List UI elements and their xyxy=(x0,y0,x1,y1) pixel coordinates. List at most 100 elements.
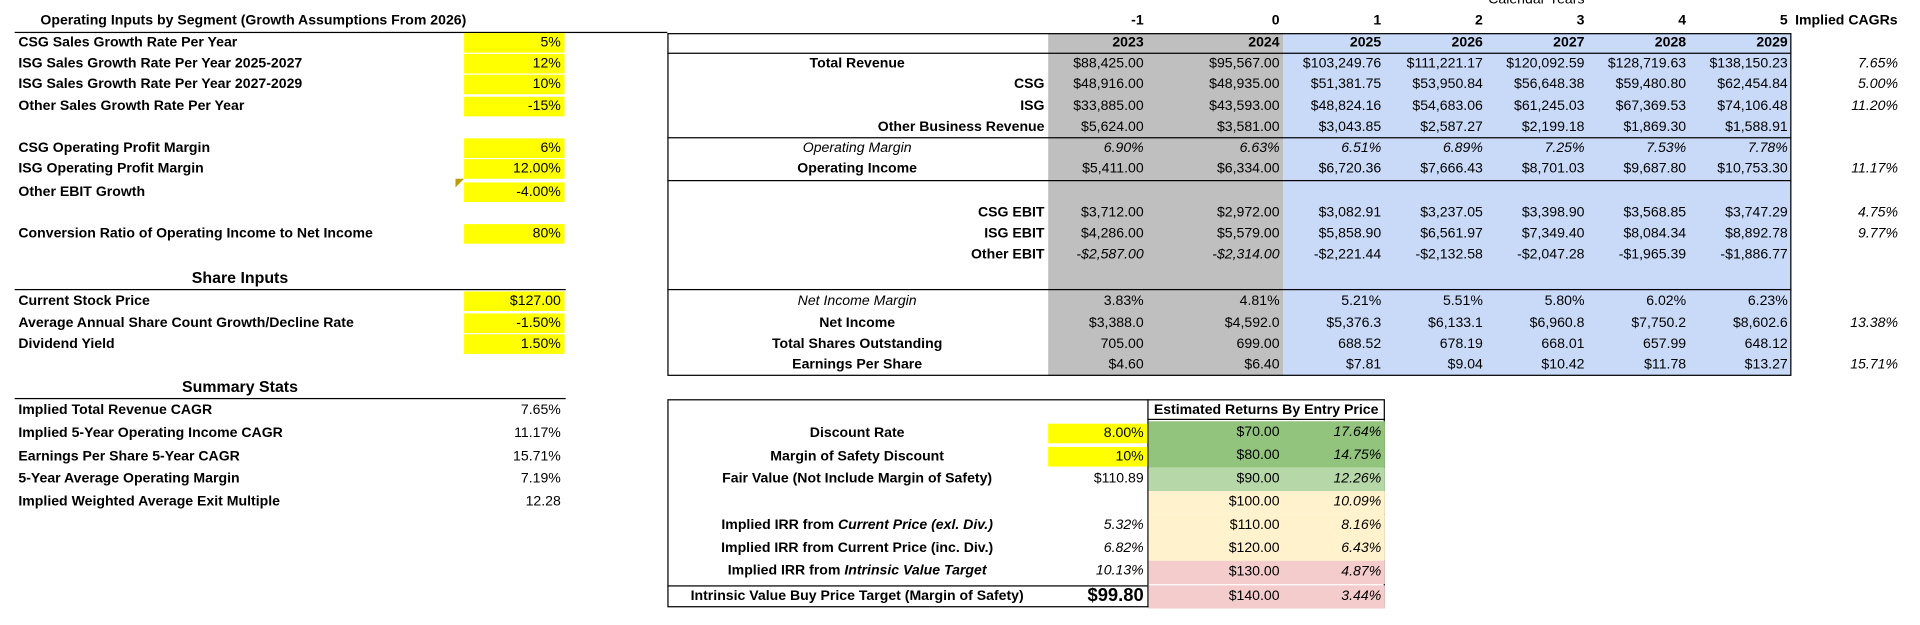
returns-label: Discount Rate xyxy=(667,424,1047,444)
entry-return: 8.16% xyxy=(1341,517,1382,533)
label-part: Implied IRR from xyxy=(727,563,845,578)
cagr-value: 9.77% xyxy=(1858,226,1898,242)
year-header: 2028 xyxy=(1654,35,1687,51)
entry-return: 6.43% xyxy=(1341,541,1382,556)
row-label: ISG xyxy=(1020,99,1045,114)
returns-label: Implied IRR from Current Price (exl. Div… xyxy=(667,516,1047,536)
input-value: -15% xyxy=(464,96,565,117)
entry-return: 12.26% xyxy=(1333,471,1382,487)
label-part: Intrinsic Value Buy Price Target (Margin… xyxy=(690,588,1024,604)
label-part: Fair Value (Not Include Margin of Safety… xyxy=(722,471,993,487)
cell-value: -$2,587.00 xyxy=(1076,247,1144,263)
cell-value: 6.90% xyxy=(1103,140,1144,156)
cell-value: $48,824.16 xyxy=(1310,99,1382,114)
row-label: Other Business Revenue xyxy=(877,120,1045,135)
input-label: Current Stock Price xyxy=(18,293,150,309)
cell-value: $3,398.90 xyxy=(1521,205,1585,221)
row-label: Earnings Per Share xyxy=(792,357,923,373)
cell-value: 7.53% xyxy=(1646,140,1687,156)
comment-marker xyxy=(455,178,465,188)
cell-value: $3,747.29 xyxy=(1725,205,1788,221)
section-title: Share Inputs xyxy=(191,268,289,287)
cell-value: $13.27 xyxy=(1744,357,1788,373)
cell-value: $3,082.91 xyxy=(1318,205,1382,221)
label-part: Intrinsic Value Target xyxy=(844,563,987,578)
cell-value: $3,581.00 xyxy=(1216,120,1280,135)
header-label: Calendar Years xyxy=(1488,0,1585,8)
row-label: CSG EBIT xyxy=(977,205,1045,221)
cell-value: $2,587.27 xyxy=(1420,120,1483,135)
returns-value: $99.80 xyxy=(1087,585,1144,607)
price-fill xyxy=(1148,444,1385,468)
cell-value: 6.89% xyxy=(1442,140,1483,156)
input-value: -1.50% xyxy=(464,313,565,334)
year-offset: 3 xyxy=(1576,13,1585,29)
returns-value: 10.13% xyxy=(1095,563,1144,578)
cell-value: -$1,965.39 xyxy=(1618,247,1687,263)
cell-value: $6,133.1 xyxy=(1428,315,1483,331)
cell-value: $61,245.03 xyxy=(1514,99,1585,114)
input-label: Average Annual Share Count Growth/Declin… xyxy=(18,315,354,331)
row-rule xyxy=(667,180,1792,182)
row-rule xyxy=(667,288,1792,291)
cell-value: 6.23% xyxy=(1747,293,1788,309)
header-label: Implied CAGRs xyxy=(1795,13,1898,29)
cell-value: $9.04 xyxy=(1447,357,1483,373)
price-fill xyxy=(1148,537,1385,561)
cell-value: $103,249.76 xyxy=(1302,56,1382,72)
label-part: Current Price (exl. Div.) xyxy=(837,517,993,533)
year-offset: 5 xyxy=(1779,13,1788,29)
year-offset: 1 xyxy=(1373,13,1382,29)
price-fill xyxy=(1148,491,1385,515)
cell-value: $11.78 xyxy=(1644,357,1687,373)
cell-value: $7,750.2 xyxy=(1631,315,1687,331)
cell-value: $8,701.03 xyxy=(1521,161,1585,177)
cell-value: $6,334.00 xyxy=(1216,161,1280,177)
cell-value: $2,972.00 xyxy=(1216,205,1280,221)
year-offset: 0 xyxy=(1271,13,1280,29)
cell-value: $7,666.43 xyxy=(1420,161,1483,177)
cell-value: 4.81% xyxy=(1239,293,1280,309)
price-fill xyxy=(1148,421,1385,445)
entry-price: $130.00 xyxy=(1228,564,1280,580)
price-fill xyxy=(1148,514,1385,538)
year-header: 2023 xyxy=(1112,35,1144,51)
cell-value: -$2,132.58 xyxy=(1415,247,1483,263)
cell-value: $48,935.00 xyxy=(1209,77,1280,92)
entry-price: $100.00 xyxy=(1228,494,1280,510)
row-label: Total Shares Outstanding xyxy=(771,336,943,352)
row-label: CSG xyxy=(1013,77,1045,92)
year-header: 2026 xyxy=(1451,35,1483,51)
cell-value: $6,720.36 xyxy=(1318,161,1382,177)
input-label: ISG Sales Growth Rate Per Year 2027-2029 xyxy=(18,77,303,92)
cell-value: 678.19 xyxy=(1439,336,1483,352)
price-fill xyxy=(1148,560,1385,585)
cell-value: $2,199.18 xyxy=(1521,120,1585,135)
cell-value: $5,411.00 xyxy=(1082,161,1144,177)
cell-value: $62,454.84 xyxy=(1717,77,1788,92)
section-title: Summary Stats xyxy=(182,377,298,396)
price-fill xyxy=(1148,467,1385,492)
cagr-value: 11.17% xyxy=(1851,161,1898,177)
entry-price: $110.00 xyxy=(1229,517,1280,533)
cell-value: $3,043.85 xyxy=(1318,120,1382,135)
entry-return: 10.09% xyxy=(1333,494,1382,510)
summary-value: 11.17% xyxy=(514,426,561,441)
cell-value: $1,588.91 xyxy=(1725,120,1788,135)
cell-value: -$1,886.77 xyxy=(1720,247,1788,263)
cell-value: $111,221.17 xyxy=(1406,56,1483,72)
cell-value: $8,084.34 xyxy=(1623,226,1687,242)
input-label: ISG Operating Profit Margin xyxy=(18,161,204,177)
col-rule xyxy=(1147,420,1149,608)
cell-value: $9,687.80 xyxy=(1623,161,1687,177)
input-label: ISG Sales Growth Rate Per Year 2025-2027 xyxy=(18,56,303,72)
input-value: 12.00% xyxy=(464,159,565,179)
returns-value: 10% xyxy=(1048,446,1148,467)
cagr-value: 7.65% xyxy=(1858,56,1898,72)
cell-value: $3,237.05 xyxy=(1420,205,1483,221)
entry-return: 3.44% xyxy=(1341,588,1382,604)
returns-value: 6.82% xyxy=(1103,541,1144,556)
cell-value: 5.51% xyxy=(1442,293,1483,309)
cell-value: $3,568.85 xyxy=(1623,205,1687,221)
